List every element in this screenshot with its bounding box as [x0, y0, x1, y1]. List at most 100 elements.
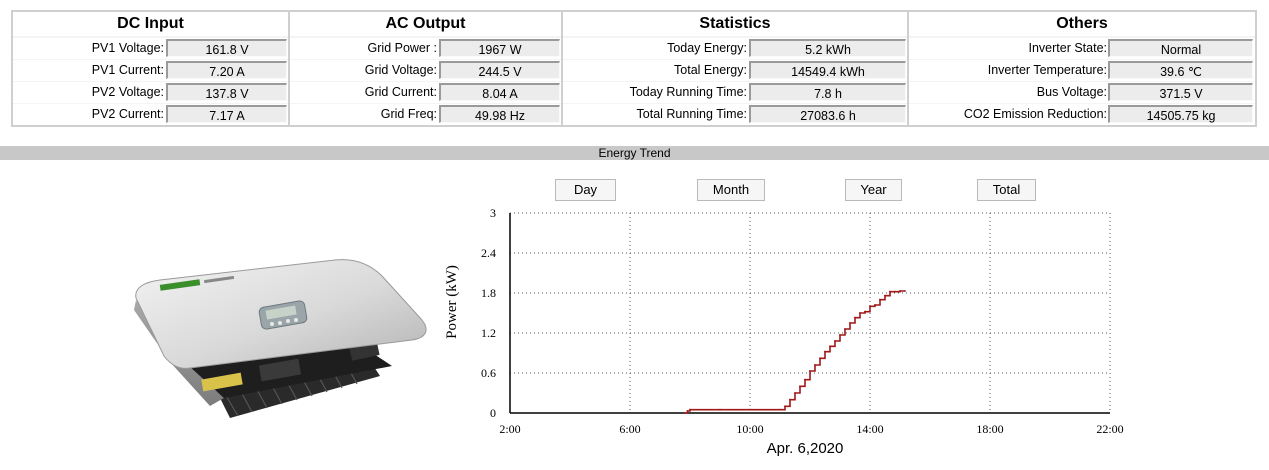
y-tick-label: 0: [490, 406, 496, 420]
power-line: [685, 290, 905, 414]
x-tick-label: 6:00: [619, 422, 640, 436]
dc-input-section: DC Input PV1 Voltage: 161.8 V PV1 Curren…: [13, 12, 288, 125]
data-point: [689, 408, 691, 411]
data-point: [884, 294, 886, 297]
stat-label: Grid Power :: [367, 41, 437, 55]
stat-value: 7.20 A: [166, 61, 287, 79]
data-point: [839, 334, 841, 336]
x-tick-label: 14:00: [856, 422, 883, 436]
stat-label: CO2 Emission Reduction:: [963, 107, 1107, 121]
y-tick-label: 1.2: [481, 326, 496, 340]
stat-label: PV1 Voltage:: [91, 41, 164, 55]
stat-row: PV2 Voltage: 137.8 V: [13, 82, 288, 103]
power-chart: 0 0.6 1.2 1.8 2.4 3 2:00 6:00 10:00 14:00 18:00 22:…: [444, 206, 1124, 457]
data-point: [779, 408, 781, 411]
stat-label: Grid Freq:: [380, 107, 437, 121]
x-tick-label: 10:00: [736, 422, 763, 436]
ac-output-section: AC Output Grid Power : 1967 W Grid Volta…: [290, 12, 561, 125]
y-tick-label: 0.6: [481, 366, 496, 380]
stat-label: Inverter State:: [1028, 41, 1107, 55]
data-point: [894, 290, 896, 293]
stat-row: Grid Freq: 49.98 Hz: [290, 104, 561, 125]
data-point: [899, 290, 901, 292]
stat-row: Grid Power : 1967 W: [290, 38, 561, 59]
stat-label: Today Energy:: [667, 41, 747, 55]
stat-value: 27083.6 h: [749, 105, 906, 123]
total-button[interactable]: Total: [977, 179, 1036, 201]
data-point: [904, 290, 906, 292]
data-point: [824, 350, 826, 353]
month-button[interactable]: Month: [697, 179, 765, 201]
stat-value: 7.17 A: [166, 105, 287, 123]
y-tick-label: 1.8: [481, 286, 496, 300]
y-tick-label: 3: [490, 206, 496, 220]
section-title: DC Input: [13, 12, 288, 36]
stat-label: Grid Voltage:: [364, 63, 437, 77]
stat-label: Total Running Time:: [636, 107, 747, 121]
data-point: [819, 357, 821, 360]
x-tick-label: 22:00: [1096, 422, 1123, 436]
stat-label: Grid Current:: [364, 85, 437, 99]
stat-row: Total Energy: 14549.4 kWh: [563, 60, 907, 81]
x-axis-label: Apr. 6,2020: [767, 440, 844, 457]
status-panel: DC Input PV1 Voltage: 161.8 V PV1 Curren…: [11, 10, 1257, 127]
data-point: [719, 408, 721, 411]
y-tick-label: 2.4: [481, 246, 496, 260]
stat-value: 244.5 V: [439, 61, 560, 79]
data-point: [686, 410, 689, 412]
statistics-section: Statistics Today Energy: 5.2 kWh Total E…: [563, 12, 907, 125]
data-point: [749, 408, 751, 411]
stat-value: 7.8 h: [749, 83, 906, 101]
section-title: AC Output: [290, 12, 561, 36]
year-button[interactable]: Year: [845, 179, 902, 201]
day-button[interactable]: Day: [555, 179, 616, 201]
stat-value: 49.98 Hz: [439, 105, 560, 123]
data-point: [794, 392, 796, 394]
section-title: Others: [909, 12, 1255, 36]
data-point: [829, 345, 831, 348]
stat-value: 161.8 V: [166, 39, 287, 57]
stat-value: 1967 W: [439, 39, 560, 57]
data-point: [834, 340, 836, 342]
data-point: [859, 312, 861, 314]
inverter-image: [134, 259, 427, 418]
stat-row: Today Energy: 5.2 kWh: [563, 38, 907, 59]
stat-row: Inverter Temperature: 39.6 ℃: [909, 60, 1255, 81]
stat-row: CO2 Emission Reduction: 14505.75 kg: [909, 104, 1255, 125]
stat-value: 5.2 kWh: [749, 39, 906, 57]
stat-label: Inverter Temperature:: [987, 63, 1107, 77]
data-point: [804, 378, 806, 381]
data-point: [799, 385, 801, 388]
data-point: [684, 412, 686, 414]
stat-value: Normal: [1108, 39, 1253, 57]
data-point: [854, 316, 856, 319]
data-point: [879, 298, 881, 301]
data-point: [809, 370, 811, 372]
stat-value: 8.04 A: [439, 83, 560, 101]
data-point: [864, 310, 866, 313]
data-point: [844, 328, 846, 330]
data-point: [889, 290, 891, 293]
data-point: [784, 405, 786, 408]
stat-value: 14505.75 kg: [1108, 105, 1253, 123]
section-title: Statistics: [563, 12, 907, 36]
power-series: [684, 290, 906, 414]
data-point: [874, 304, 876, 306]
stat-row: PV2 Current: 7.17 A: [13, 104, 288, 125]
stat-row: Total Running Time: 27083.6 h: [563, 104, 907, 125]
stat-label: PV2 Voltage:: [91, 85, 164, 99]
data-point: [849, 322, 851, 324]
x-tick-label: 2:00: [499, 422, 520, 436]
stat-value: 14549.4 kWh: [749, 61, 906, 79]
data-point: [869, 305, 871, 308]
stat-row: PV1 Current: 7.20 A: [13, 60, 288, 81]
stat-value: 371.5 V: [1108, 83, 1253, 101]
data-point: [814, 364, 816, 366]
others-section: Others Inverter State: Normal Inverter T…: [909, 12, 1255, 125]
stat-row: Today Running Time: 7.8 h: [563, 82, 907, 103]
stat-row: Grid Current: 8.04 A: [290, 82, 561, 103]
stat-row: Bus Voltage: 371.5 V: [909, 82, 1255, 103]
stat-label: Total Energy:: [674, 63, 747, 77]
stat-value: 137.8 V: [166, 83, 287, 101]
data-point: [789, 398, 791, 401]
